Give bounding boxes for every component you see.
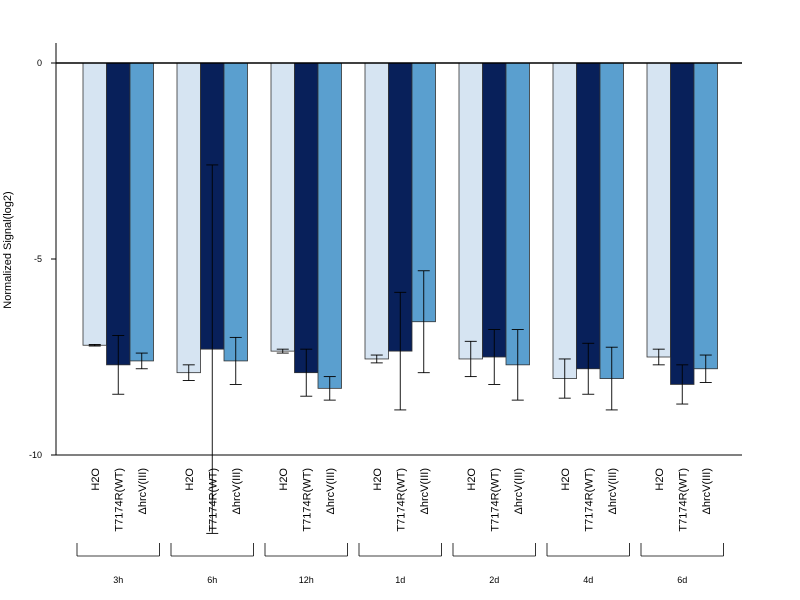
category-label: H2O xyxy=(184,468,196,491)
category-label: ΔhrcV(III) xyxy=(607,468,619,514)
category-label: ΔhrcV(III) xyxy=(419,468,431,514)
y-tick-label: -10 xyxy=(29,450,42,460)
y-tick-label: -5 xyxy=(34,254,42,264)
group-label: 6d xyxy=(677,575,687,585)
category-label: H2O xyxy=(90,468,102,491)
y-axis-label: Normalized Signal(log2) xyxy=(2,191,14,308)
y-tick-label: 0 xyxy=(37,58,42,68)
category-label: T7174R(WT) xyxy=(207,468,219,532)
category-label: T7174R(WT) xyxy=(301,468,313,532)
bar-2d-2 xyxy=(505,62,530,366)
bar-12h-2 xyxy=(317,62,342,389)
category-label: ΔhrcV(III) xyxy=(513,468,525,514)
bar-6d-2 xyxy=(693,62,718,370)
category-label: ΔhrcV(III) xyxy=(701,468,713,514)
category-label: T7174R(WT) xyxy=(395,468,407,532)
category-label: ΔhrcV(III) xyxy=(137,468,149,514)
bar-6h-2 xyxy=(223,62,248,362)
bar-4d-1 xyxy=(576,62,601,370)
category-label: H2O xyxy=(654,468,666,491)
group-label: 2d xyxy=(489,575,499,585)
bar-layer xyxy=(56,62,742,534)
label-layer: H2O T7174R(WT) ΔhrcV(III) 3h H2O T7174R(WT) Δh… xyxy=(76,468,724,585)
category-label: T7174R(WT) xyxy=(113,468,125,532)
bar-12h-1 xyxy=(294,62,319,374)
bar-4d-0 xyxy=(552,62,577,379)
category-label: T7174R(WT) xyxy=(583,468,595,532)
category-label: ΔhrcV(III) xyxy=(231,468,243,514)
bar-6h-0 xyxy=(176,62,201,374)
category-label: T7174R(WT) xyxy=(489,468,501,532)
category-label: T7174R(WT) xyxy=(677,468,689,532)
category-label: H2O xyxy=(372,468,384,491)
bar-6d-0 xyxy=(646,62,671,358)
category-label: H2O xyxy=(560,468,572,491)
group-label: 4d xyxy=(583,575,593,585)
bar-12h-0 xyxy=(270,62,295,352)
category-label: H2O xyxy=(466,468,478,491)
bar-3h-2 xyxy=(129,62,154,362)
group-label: 3h xyxy=(113,575,123,585)
category-label: ΔhrcV(III) xyxy=(325,468,337,514)
bar-3h-1 xyxy=(106,62,131,366)
bar-4d-2 xyxy=(599,62,624,379)
bar-3h-0 xyxy=(82,62,107,346)
category-label: H2O xyxy=(278,468,290,491)
axis-layer: 0 -5 -10 xyxy=(29,43,742,460)
group-label: 12h xyxy=(299,575,314,585)
group-label: 6h xyxy=(207,575,217,585)
bar-1d-0 xyxy=(364,62,389,360)
group-label: 1d xyxy=(395,575,405,585)
bar-2d-1 xyxy=(482,62,507,358)
bar-2d-0 xyxy=(458,62,483,360)
bar-6d-1 xyxy=(670,62,695,385)
